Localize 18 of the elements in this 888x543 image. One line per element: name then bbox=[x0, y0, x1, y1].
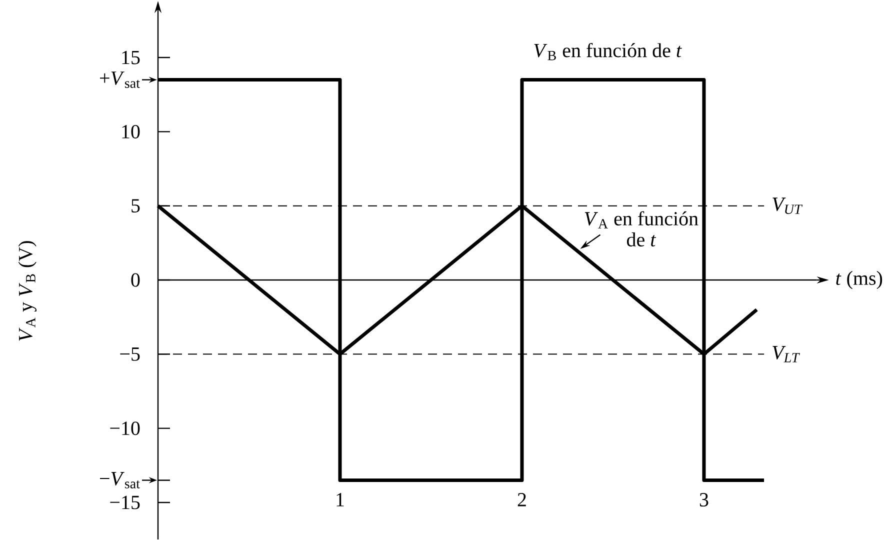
x-tick-label: 2 bbox=[518, 493, 526, 506]
x-tick-label: 1 bbox=[336, 493, 344, 506]
x-axis-title: t (ms) bbox=[836, 270, 882, 290]
y-tick-label: +V$_{sat}$ bbox=[100, 72, 140, 88]
y-tick-label: 15 bbox=[122, 50, 140, 64]
y-tick-label: −5 bbox=[120, 348, 140, 361]
y-tick-label: −10 bbox=[110, 422, 140, 436]
y-tick-label: −15 bbox=[110, 496, 140, 510]
ref-line-label: V$_{LT}$ bbox=[772, 346, 800, 362]
series-label: V$_{A}$ en función de t bbox=[584, 211, 698, 246]
x-tick-label: 3 bbox=[700, 493, 708, 507]
y-tick-label: 0 bbox=[131, 273, 140, 287]
y-tick-label: 5 bbox=[132, 199, 140, 212]
y-tick-label: 10 bbox=[122, 124, 140, 138]
ref-line-label: V$_{UT}$ bbox=[772, 198, 803, 214]
series-label: V$_{B}$ en función de t bbox=[534, 42, 682, 60]
y-axis-title: V$_{A}$ y V$_{B}$ (V) bbox=[18, 241, 36, 341]
y-tick-label: −V$_{sat}$ bbox=[100, 472, 140, 488]
